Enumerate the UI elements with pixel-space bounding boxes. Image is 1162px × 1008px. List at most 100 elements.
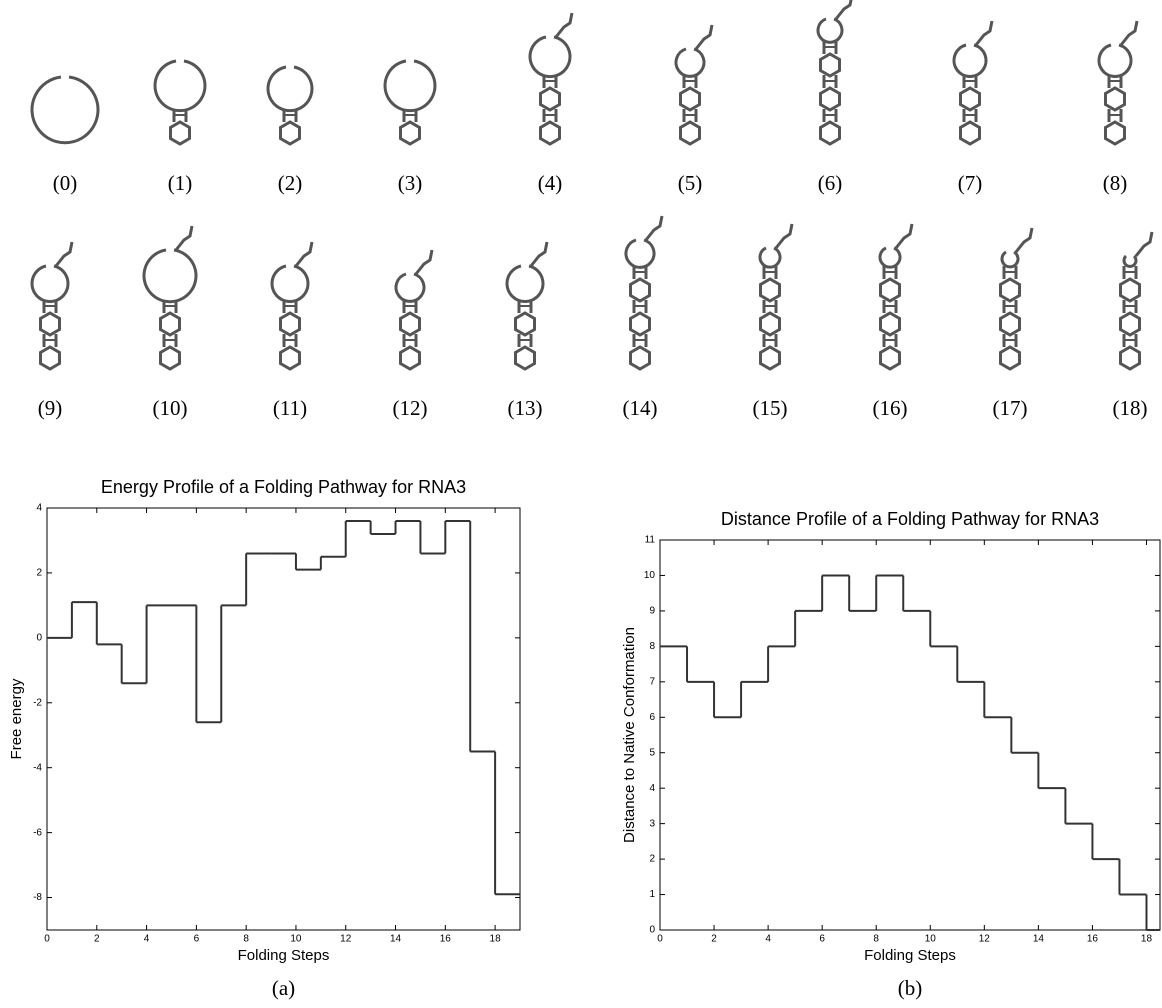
ring [819,86,841,112]
rna-structure [266,65,314,146]
y-tick-label: -4 [33,762,42,773]
rna-structure [394,249,434,371]
y-axis-label: Distance to Native Conformation [621,627,638,843]
ring [514,311,536,337]
structure-label: (10) [153,396,188,420]
ring [279,311,301,337]
loop [142,248,198,304]
y-tick-label: 10 [644,570,656,581]
ring [1119,277,1141,303]
x-axis-label: Folding Steps [238,947,330,964]
rna-structure [952,20,994,146]
structure-label: (1) [168,171,193,195]
y-tick-label: -2 [33,697,42,708]
rna-structure [1097,20,1139,146]
y-tick-label: 1 [649,889,655,900]
y-tick-label: 8 [649,641,655,652]
x-tick-label: 4 [765,934,771,945]
y-tick-label: 0 [649,925,655,936]
ring [159,345,181,371]
ring [819,52,841,78]
y-tick-label: 11 [645,535,656,546]
x-tick-label: 12 [979,934,991,945]
structure-label: (3) [398,171,423,195]
loop [266,65,314,113]
structure-label: (11) [273,396,307,420]
structure-label: (14) [623,396,658,420]
rna-structure [1119,231,1154,371]
tail [294,241,314,267]
loop [758,246,782,269]
ring [999,345,1021,371]
ring [759,311,781,337]
caption: (b) [898,976,923,1000]
rna-structure [270,241,314,371]
structure-label: (15) [753,396,788,420]
tail [974,20,994,46]
x-tick-label: 2 [711,934,717,945]
structure-label: (9) [38,396,63,420]
y-tick-label: -6 [33,827,42,838]
structure-label: (18) [1113,396,1148,420]
ring [759,345,781,371]
loop [674,47,706,78]
tail [644,215,664,241]
ring [39,345,61,371]
tail [554,12,574,38]
x-tick-label: 18 [490,934,502,945]
loop [383,59,437,113]
tail [1134,231,1154,257]
ring [159,311,181,337]
tail [694,24,714,50]
ring [514,345,536,371]
ring [539,120,561,146]
loop [1097,43,1133,78]
rna-structure [674,24,714,146]
y-tick-label: 4 [36,503,42,514]
loop [878,246,902,269]
chart-title: Energy Profile of a Folding Pathway for … [101,477,466,497]
chart-title: Distance Profile of a Folding Pathway fo… [721,509,1099,529]
rna-structure [505,241,549,371]
tail [1119,20,1139,46]
tail [894,223,914,249]
tail [414,249,434,275]
ring [879,345,901,371]
tail [834,0,853,20]
tail [1014,227,1034,253]
structure-label: (2) [278,171,303,195]
ring [959,120,981,146]
ring [399,120,421,146]
rna-structure [30,75,100,145]
y-tick-label: 7 [649,676,655,687]
x-tick-label: 10 [290,934,302,945]
x-tick-label: 14 [390,934,402,945]
loop [30,75,100,145]
ring [169,120,191,146]
structure-label: (17) [993,396,1028,420]
y-tick-label: 2 [649,854,655,865]
ring [1119,345,1141,371]
structure-label: (12) [393,396,428,420]
ring [279,120,301,146]
x-tick-label: 12 [340,934,352,945]
rna-structure [999,227,1034,371]
ring [999,311,1021,337]
tail [174,225,194,251]
ring [539,86,561,112]
y-tick-label: 5 [649,747,655,758]
x-tick-label: 18 [1141,934,1153,945]
ring [399,345,421,371]
structure-label: (0) [53,171,78,195]
rna-structure [528,12,574,146]
loop [528,35,572,79]
ring [1104,120,1126,146]
loop [1122,254,1138,268]
loop [624,238,656,269]
structure-label: (7) [958,171,983,195]
x-tick-label: 14 [1033,934,1045,945]
rna-structure [30,241,74,371]
ring [679,120,701,146]
ring [679,86,701,112]
